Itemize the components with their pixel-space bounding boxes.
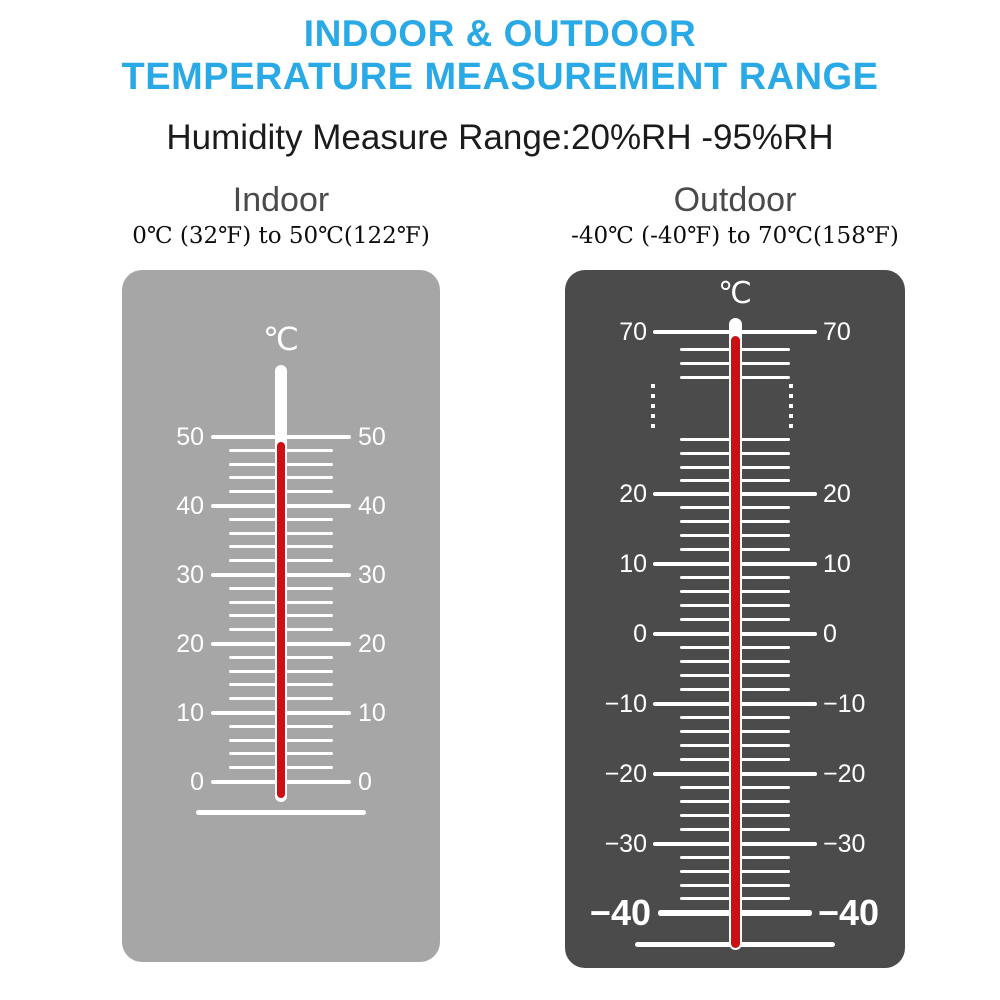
- scale-break-dots-left: [651, 384, 655, 432]
- scale-label-left: 20: [619, 480, 647, 508]
- scale-label-left: 70: [619, 318, 647, 346]
- scale-label-left: 0: [190, 768, 204, 796]
- indoor-celsius-unit-label: ℃: [263, 320, 299, 358]
- scale-label-left: −20: [604, 760, 647, 788]
- scale-label-right: −10: [823, 690, 866, 718]
- scale-label-left: 10: [619, 550, 647, 578]
- scale-label-min40-left: −40: [589, 892, 651, 933]
- scale-label-left: 20: [176, 630, 204, 658]
- scale-label-left: 10: [176, 699, 204, 727]
- scale-label-left: 50: [176, 423, 204, 451]
- scale-label-right: −30: [823, 830, 866, 858]
- scale-label-right: 70: [823, 318, 851, 346]
- indoor-mercury-column: [277, 442, 285, 798]
- outdoor-mercury-column: [731, 336, 740, 948]
- indoor-thermometer-panel: ℃ 50 50 40 40 30 30 20 20 10 10 0 0: [122, 270, 440, 962]
- scale-label-left: 40: [176, 492, 204, 520]
- scale-label-right: 0: [823, 620, 837, 648]
- outdoor-heading: Outdoor: [673, 181, 797, 219]
- outdoor-thermometer-panel: ℃ 70 70 20 20 10 10 0 0 −10 −10 −20 −20 −30 −30 −40 −40: [565, 270, 905, 968]
- scale-label-left: 30: [176, 561, 204, 589]
- scale-label-right: 30: [358, 561, 386, 589]
- indoor-heading: Indoor: [232, 181, 330, 219]
- scale-label-right: 50: [358, 423, 386, 451]
- scale-label-left: −10: [604, 690, 647, 718]
- scale-label-right: 20: [358, 630, 386, 658]
- bottom-baseline-line: [196, 810, 366, 815]
- scale-label-right: 20: [823, 480, 851, 508]
- title-line-2: TEMPERATURE MEASUREMENT RANGE: [121, 56, 879, 98]
- title-line-1: INDOOR & OUTDOOR: [303, 13, 697, 54]
- scale-label-left: −30: [604, 830, 647, 858]
- scale-break-dots-right: [789, 384, 793, 432]
- scale-label-right: 40: [358, 492, 386, 520]
- outdoor-celsius-unit-label: ℃: [718, 276, 752, 311]
- indoor-range-text: 0℃ (32℉) to 50℃(122℉): [132, 223, 430, 249]
- outdoor-range-text: -40℃ (-40℉) to 70℃(158℉): [571, 223, 899, 249]
- scale-label-min40-right: −40: [818, 892, 880, 933]
- scale-label-right: −20: [823, 760, 866, 788]
- scale-label-left: 0: [633, 620, 647, 648]
- scale-label-right: 10: [358, 699, 386, 727]
- humidity-range-text: Humidity Measure Range:20%RH -95%RH: [166, 118, 834, 157]
- scale-label-right: 10: [823, 550, 851, 578]
- scale-label-right: 0: [358, 768, 372, 796]
